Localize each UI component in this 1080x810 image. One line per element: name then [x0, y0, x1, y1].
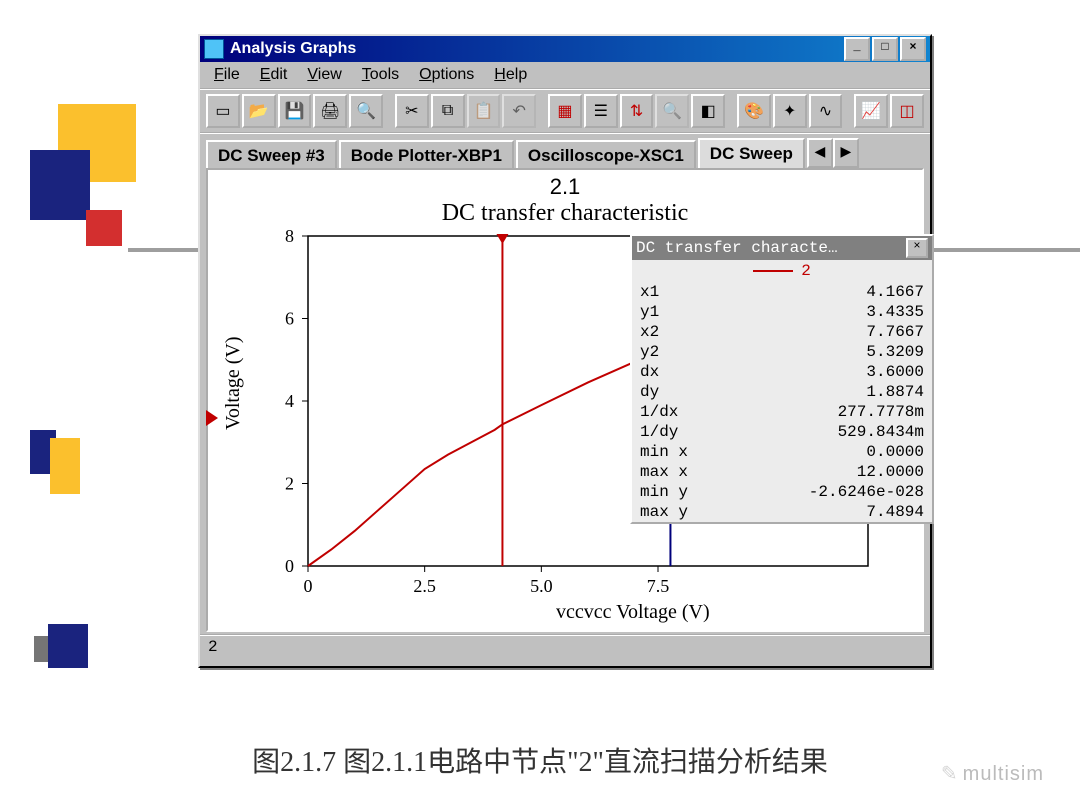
chart-supertitle: 2.1 [208, 174, 922, 200]
copy-icon[interactable]: ⧉ [431, 94, 465, 128]
svg-text:6: 6 [285, 309, 294, 329]
color-icon[interactable]: 🎨 [737, 94, 771, 128]
print-icon[interactable]: 🖨 [313, 94, 347, 128]
readout-legend-label: 2 [801, 262, 811, 280]
maximize-button[interactable]: □ [872, 37, 898, 61]
menu-edit[interactable]: Edit [250, 64, 298, 86]
readout-row: 1/dy529.8434m [632, 422, 932, 442]
svg-text:8: 8 [285, 226, 294, 246]
readout-row: max x12.0000 [632, 462, 932, 482]
svg-text:4: 4 [285, 391, 294, 411]
zoom-icon[interactable]: 🔍 [655, 94, 689, 128]
marker-icon[interactable]: ✦ [773, 94, 807, 128]
close-button[interactable]: × [900, 37, 926, 61]
menubar: File Edit View Tools Options Help [200, 62, 930, 88]
analysis-graphs-window: Analysis Graphs _ □ × File Edit View Too… [198, 34, 932, 668]
fit-icon[interactable]: ◧ [691, 94, 725, 128]
tab-strip: DC Sweep #3 Bode Plotter-XBP1 Oscillosco… [200, 134, 930, 168]
tab-oscilloscope[interactable]: Oscilloscope-XSC1 [516, 140, 696, 170]
svg-text:vccvcc Voltage (V): vccvcc Voltage (V) [556, 601, 710, 623]
chart-title: DC transfer characteristic [208, 200, 922, 227]
minimize-button[interactable]: _ [844, 37, 870, 61]
trace-icon[interactable]: ∿ [809, 94, 843, 128]
tab-bode-plotter[interactable]: Bode Plotter-XBP1 [339, 140, 514, 170]
paste-icon[interactable]: 📋 [467, 94, 501, 128]
readout-row: dy1.8874 [632, 382, 932, 402]
menu-help[interactable]: Help [484, 64, 537, 86]
app-icon [204, 39, 224, 59]
tab-dc-sweep-3[interactable]: DC Sweep #3 [206, 140, 337, 170]
menu-tools[interactable]: Tools [352, 64, 409, 86]
readout-row: dx3.6000 [632, 362, 932, 382]
slide-decor [0, 0, 170, 810]
readout-title: DC transfer characte… [636, 239, 838, 257]
window-title: Analysis Graphs [230, 40, 356, 58]
readout-row: max y7.4894 [632, 502, 932, 522]
svg-text:7.5: 7.5 [647, 576, 670, 596]
menu-file[interactable]: File [204, 64, 250, 86]
open-icon[interactable]: 📂 [242, 94, 276, 128]
grid-icon[interactable]: ▦ [548, 94, 582, 128]
readout-row: min x0.0000 [632, 442, 932, 462]
svg-text:5.0: 5.0 [530, 576, 553, 596]
svg-text:2.5: 2.5 [413, 576, 436, 596]
readout-row: y13.4335 [632, 302, 932, 322]
svg-text:0: 0 [285, 556, 294, 576]
undo-icon[interactable]: ↶ [502, 94, 536, 128]
readout-titlebar: DC transfer characte… × [632, 236, 932, 260]
statusbar: 2 [200, 634, 930, 666]
export-icon[interactable]: 📈 [854, 94, 888, 128]
toolbar: ▭ 📂 💾 🖨 🔍 ✂ ⧉ 📋 ↶ ▦ ☰ ⇅ 🔍 ◧ 🎨 ✦ ∿ 📈 ◫ [200, 88, 930, 134]
save-icon[interactable]: 💾 [278, 94, 312, 128]
watermark: multisim [941, 761, 1044, 786]
titlebar: Analysis Graphs _ □ × [200, 36, 930, 62]
preview-icon[interactable]: 🔍 [349, 94, 383, 128]
readout-row: y25.3209 [632, 342, 932, 362]
svg-text:2: 2 [285, 474, 294, 494]
menu-options[interactable]: Options [409, 64, 484, 86]
readout-close-icon[interactable]: × [906, 238, 928, 258]
menu-view[interactable]: View [297, 64, 351, 86]
readout-row: x27.7667 [632, 322, 932, 342]
readout-legend: 2 [632, 260, 932, 282]
tab-dc-sweep[interactable]: DC Sweep [698, 138, 805, 168]
props-icon[interactable]: ◫ [890, 94, 924, 128]
readout-row: x14.1667 [632, 282, 932, 302]
figure-caption: 图2.1.7 图2.1.1电路中节点"2"直流扫描分析结果 [0, 740, 1080, 780]
legend-icon[interactable]: ☰ [584, 94, 618, 128]
cursor-side-marker [206, 410, 218, 426]
svg-text:0: 0 [304, 576, 313, 596]
tab-scroll-left-icon[interactable]: ◀ [807, 138, 833, 168]
status-text: 2 [208, 638, 218, 656]
cursor-readout-panel[interactable]: DC transfer characte… × 2 x14.1667y13.43… [630, 234, 934, 524]
cursor-icon[interactable]: ⇅ [620, 94, 654, 128]
cut-icon[interactable]: ✂ [395, 94, 429, 128]
tab-scroll-right-icon[interactable]: ▶ [833, 138, 859, 168]
readout-row: min y-2.6246e-028 [632, 482, 932, 502]
readout-row: 1/dx277.7778m [632, 402, 932, 422]
new-icon[interactable]: ▭ [206, 94, 240, 128]
readout-table: x14.1667y13.4335x27.7667y25.3209dx3.6000… [632, 282, 932, 522]
